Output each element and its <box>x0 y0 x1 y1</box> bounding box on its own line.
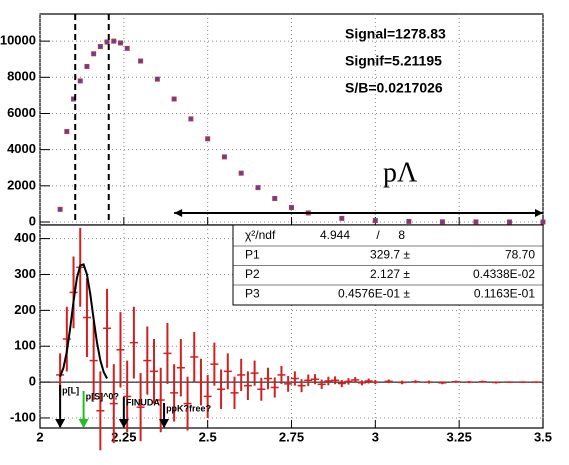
x-tick-label: 3 <box>372 429 379 444</box>
data-point <box>473 219 479 225</box>
marker-arrow-head <box>55 419 66 428</box>
data-point <box>117 40 123 46</box>
y-tick-label: 6000 <box>7 105 36 120</box>
data-point <box>540 219 546 225</box>
stats-cell: 0.4338E-02 <box>473 267 535 281</box>
data-point <box>57 206 63 212</box>
x-tick-label: 2.75 <box>279 429 304 444</box>
data-point <box>91 51 97 57</box>
data-point <box>506 219 512 225</box>
stats-cell: χ²/ndf <box>245 228 276 242</box>
marker-label: ppK?free? <box>166 403 211 413</box>
data-point <box>97 44 103 50</box>
stats-box <box>232 224 544 306</box>
data-point <box>406 218 412 224</box>
stats-cell: 78.70 <box>505 248 535 262</box>
x-tick-label: 3.25 <box>447 429 472 444</box>
y-tick-label: -100 <box>10 409 36 424</box>
data-point <box>255 185 261 191</box>
stats-cell: 0.1163E-01 <box>474 287 535 301</box>
annotation: Signif=5.21195 <box>345 53 442 69</box>
y-tick-label: 300 <box>14 266 36 281</box>
y-tick-label: 100 <box>14 338 36 353</box>
y-tick-label: 10000 <box>0 33 36 48</box>
x-tick-label: 3.5 <box>534 429 552 444</box>
data-point <box>171 96 177 102</box>
annotation: Signal=1278.83 <box>345 26 446 42</box>
stats-cell: 4.944 <box>320 228 350 242</box>
data-point <box>138 58 144 64</box>
data-point <box>154 76 160 82</box>
data-point <box>84 63 90 69</box>
data-point <box>289 205 294 211</box>
y-tick-label: 2000 <box>7 177 36 192</box>
data-point <box>439 219 445 225</box>
data-point <box>111 38 117 44</box>
stats-cell: 8 <box>398 228 405 242</box>
data-point <box>339 215 345 221</box>
stats-cell: 329.7 ± <box>370 248 410 262</box>
data-point <box>205 136 211 142</box>
data-point <box>124 45 130 51</box>
stats-cell: P1 <box>245 248 260 262</box>
data-point <box>221 154 227 160</box>
stats-cell: P2 <box>245 267 260 281</box>
data-point <box>188 116 194 122</box>
y-tick-label: 8000 <box>7 69 36 84</box>
y-tick-label: 400 <box>14 230 36 245</box>
x-tick-label: 2.5 <box>199 429 217 444</box>
x-tick-label: 2.25 <box>111 429 136 444</box>
y-tick-label: 0 <box>29 213 36 228</box>
data-point <box>238 170 244 176</box>
data-point <box>372 218 378 224</box>
marker-arrow-head <box>78 419 89 428</box>
marker-arrow-head <box>118 419 129 428</box>
marker-arrow-head <box>159 419 170 428</box>
y-tick-label: 4000 <box>7 141 36 156</box>
stats-cell: P3 <box>245 287 260 301</box>
marker-label: p[S]^0? <box>86 391 119 401</box>
fit-curve <box>59 263 108 379</box>
y-tick-label: 200 <box>14 302 36 317</box>
x-tick-label: 2 <box>36 429 43 444</box>
stats-cell: / <box>376 228 380 242</box>
data-point <box>104 39 110 45</box>
data-point <box>272 195 278 201</box>
marker-label: p[L] <box>62 385 79 395</box>
panel-frame <box>39 13 544 226</box>
region-label: pΛ <box>383 157 418 188</box>
marker-label: FINUDA <box>126 397 160 407</box>
y-tick-label: 0 <box>29 374 36 389</box>
data-point <box>77 78 83 84</box>
data-point <box>64 129 70 135</box>
annotation: S/B=0.0217026 <box>345 80 443 96</box>
stats-cell: 2.127 ± <box>370 267 410 281</box>
stats-cell: 0.4576E-01 ± <box>338 287 410 301</box>
